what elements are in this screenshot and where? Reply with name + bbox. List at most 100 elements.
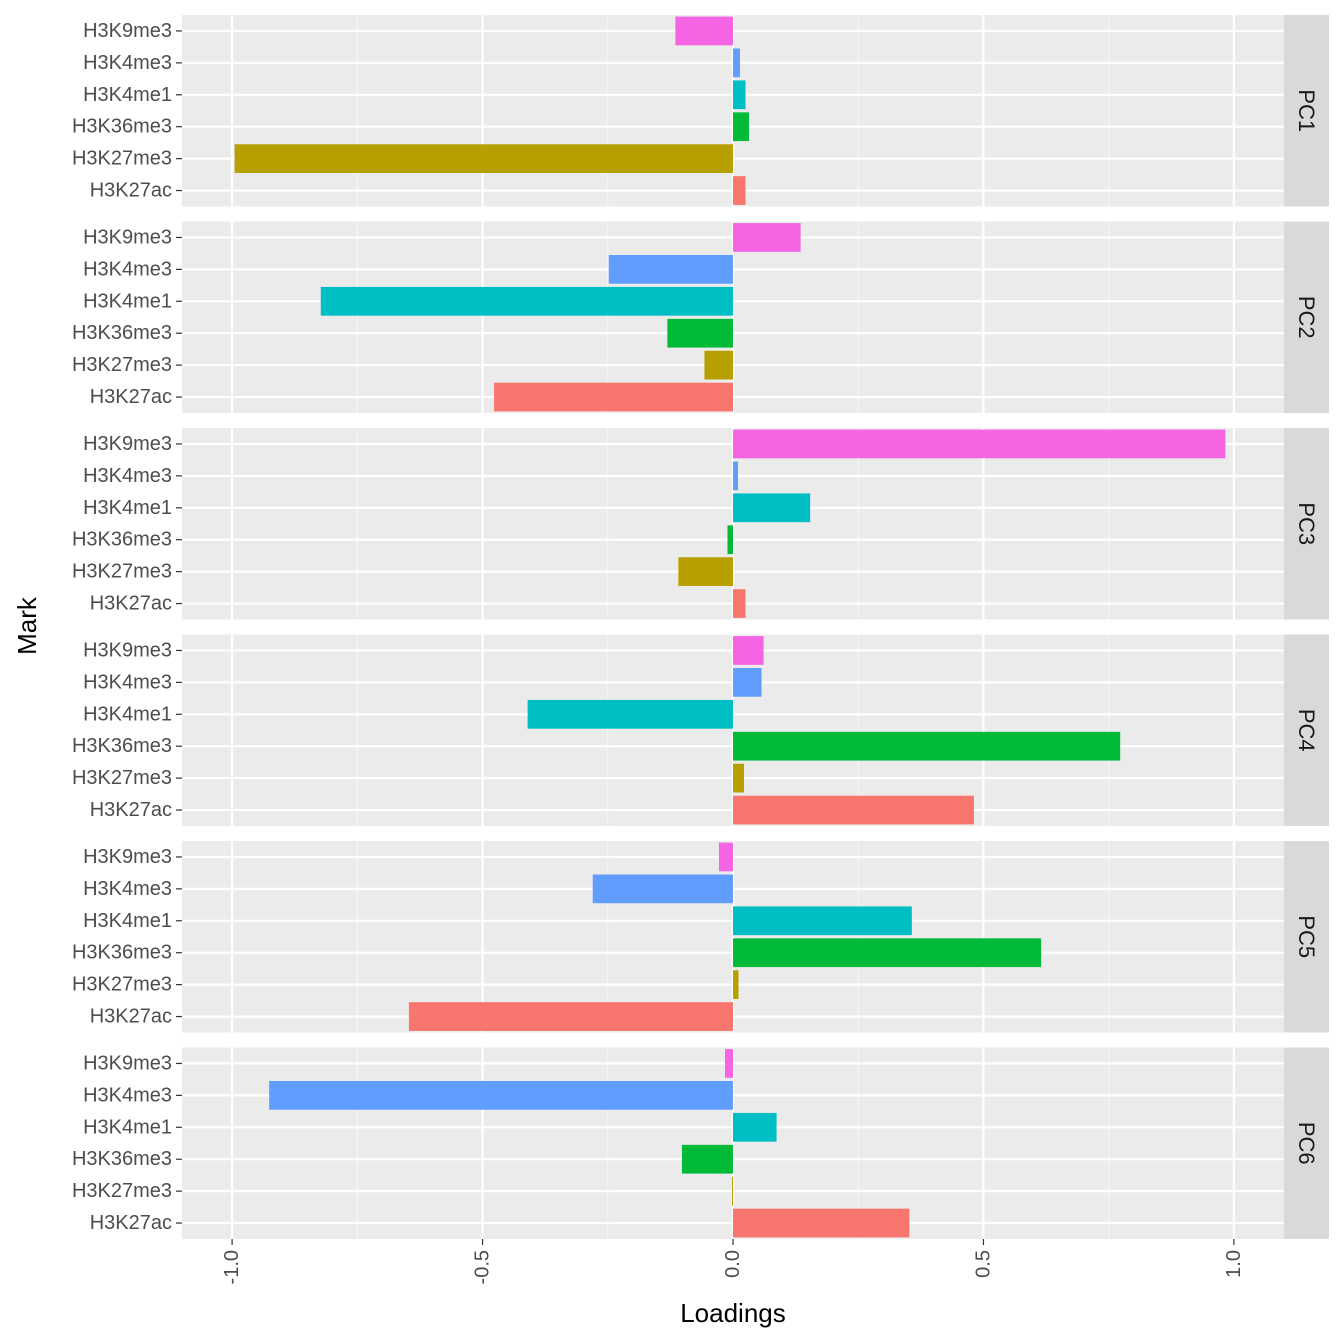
y-tick-label: H3K4me3 [83,671,172,693]
facet-strip-label: PC1 [1294,89,1319,132]
y-tick-label: H3K4me1 [83,497,172,519]
bar-pc1-h3k36me3 [733,112,750,142]
x-axis-title: Loadings [680,1298,786,1328]
x-tick-label: -1.0 [221,1250,243,1284]
facet-strip [1284,15,1329,207]
bar-pc3-h3k36me3 [727,525,733,555]
y-tick-label: H3K4me3 [83,1084,172,1106]
x-tick-label: 0.5 [972,1250,994,1278]
bar-pc3-h3k9me3 [733,429,1226,459]
bar-pc6-h3k4me1 [733,1112,777,1142]
bar-pc1-h3k27me3 [234,144,733,173]
y-tick-label: H3K27me3 [72,561,172,583]
bar-pc5-h3k4me1 [733,906,912,936]
bar-pc4-h3k27ac [733,795,974,825]
bar-pc3-h3k4me3 [733,461,739,491]
bar-pc6-h3k27ac [733,1208,910,1238]
x-axis: -1.0 -0.5 0.0 0.5 1.0 [221,1239,1245,1284]
bar-pc1-h3k4me1 [733,80,746,110]
y-tick-label: H3K27ac [90,180,172,202]
bar-pc5-h3k36me3 [733,938,1042,968]
bar-pc5-h3k9me3 [718,842,733,872]
y-tick-label: H3K27me3 [72,354,172,376]
y-tick-label: H3K27me3 [72,974,172,996]
bar-pc1-h3k9me3 [675,16,733,46]
bar-pc6-h3k9me3 [724,1049,733,1078]
y-tick-label: H3K36me3 [72,529,172,551]
facet-strip-label: PC6 [1294,1122,1319,1165]
x-tick-label: -0.5 [472,1250,494,1284]
bar-pc1-h3k27ac [733,176,746,205]
panel-pc2: H3K9me3 H3K4me3 H3K4me1 H3K36me3 H3K27me3 H3K… [72,221,1329,413]
x-tick-label: 0.0 [722,1250,744,1278]
y-tick-label: H3K27me3 [72,148,172,170]
y-tick-label: H3K27me3 [72,767,172,789]
y-tick-label: H3K27ac [90,1212,172,1234]
bar-pc6-h3k27me3 [731,1176,733,1206]
panel-pc4: H3K9me3 H3K4me3 H3K4me1 H3K36me3 H3K27me3 H3K… [72,634,1329,826]
bar-pc4-h3k9me3 [733,636,764,665]
y-tick-label: H3K4me3 [83,258,172,280]
bar-pc6-h3k36me3 [681,1144,733,1174]
panel-pc6: H3K9me3 H3K4me3 H3K4me1 H3K36me3 H3K27me3 H3K… [72,1047,1329,1239]
facet-strip [1284,221,1329,413]
facet-strip-label: PC3 [1294,502,1319,545]
y-tick-label: H3K36me3 [72,116,172,138]
bar-pc4-h3k4me1 [527,699,733,729]
panel-pc1: H3K9me3 H3K4me3 H3K4me1 H3K36me3 H3K27me3 H3K… [72,15,1329,207]
y-tick-label: H3K9me3 [83,846,172,868]
bar-pc2-h3k4me3 [608,255,733,284]
y-tick-label: H3K9me3 [83,433,172,455]
facet-strip [1284,634,1329,826]
bar-pc2-h3k4me1 [320,286,733,316]
bar-pc2-h3k27ac [494,382,733,412]
x-tick-label: 1.0 [1223,1250,1245,1278]
y-tick-label: H3K4me3 [83,465,172,487]
y-tick-label: H3K36me3 [72,942,172,964]
bar-pc4-h3k27me3 [733,763,745,793]
bar-pc1-h3k4me3 [733,48,741,78]
y-tick-label: H3K36me3 [72,735,172,757]
y-tick-label: H3K27ac [90,386,172,408]
facet-strip [1284,428,1329,620]
bar-pc5-h3k4me3 [592,874,733,904]
facet-strip-label: PC2 [1294,296,1319,339]
bar-pc2-h3k27me3 [704,350,733,380]
y-tick-label: H3K9me3 [83,639,172,661]
y-tick-label: H3K4me1 [83,290,172,312]
y-tick-label: H3K27ac [90,1006,172,1028]
y-tick-label: H3K36me3 [72,322,172,344]
bar-pc6-h3k4me3 [269,1081,733,1110]
y-tick-label: H3K9me3 [83,20,172,42]
bar-pc3-h3k27ac [733,589,746,618]
y-tick-label: H3K27ac [90,593,172,615]
bar-pc4-h3k4me3 [733,668,762,697]
y-tick-label: H3K9me3 [83,1052,172,1074]
y-tick-label: H3K4me1 [83,1116,172,1138]
bar-pc4-h3k36me3 [733,731,1121,761]
bar-pc2-h3k9me3 [733,223,801,252]
bar-pc3-h3k4me1 [733,493,811,523]
y-tick-label: H3K4me3 [83,878,172,900]
y-tick-label: H3K4me1 [83,84,172,106]
facet-strip [1284,1047,1329,1239]
bar-pc2-h3k36me3 [667,318,733,348]
y-tick-label: H3K27ac [90,799,172,821]
bar-pc5-h3k27ac [408,1002,733,1031]
panel-pc5: H3K9me3 H3K4me3 H3K4me1 H3K36me3 H3K27me3 H3K… [72,841,1329,1033]
bar-pc3-h3k27me3 [678,557,733,586]
y-tick-label: H3K27me3 [72,1180,172,1202]
y-tick-label: H3K4me1 [83,703,172,725]
y-axis-title: Mark [12,596,42,655]
panel-pc3: H3K9me3 H3K4me3 H3K4me1 H3K36me3 H3K27me3 H3K… [72,428,1329,620]
y-tick-label: H3K4me1 [83,910,172,932]
y-tick-label: H3K36me3 [72,1148,172,1170]
y-tick-label: H3K4me3 [83,52,172,74]
facet-strip [1284,841,1329,1033]
facet-strip-label: PC5 [1294,915,1319,958]
y-tick-label: H3K9me3 [83,226,172,248]
facet-strip-label: PC4 [1294,709,1319,752]
facet-panels: H3K9me3 H3K4me3 H3K4me1 H3K36me3 H3K27me3 H3K… [72,15,1329,1239]
bar-pc5-h3k27me3 [733,970,739,999]
